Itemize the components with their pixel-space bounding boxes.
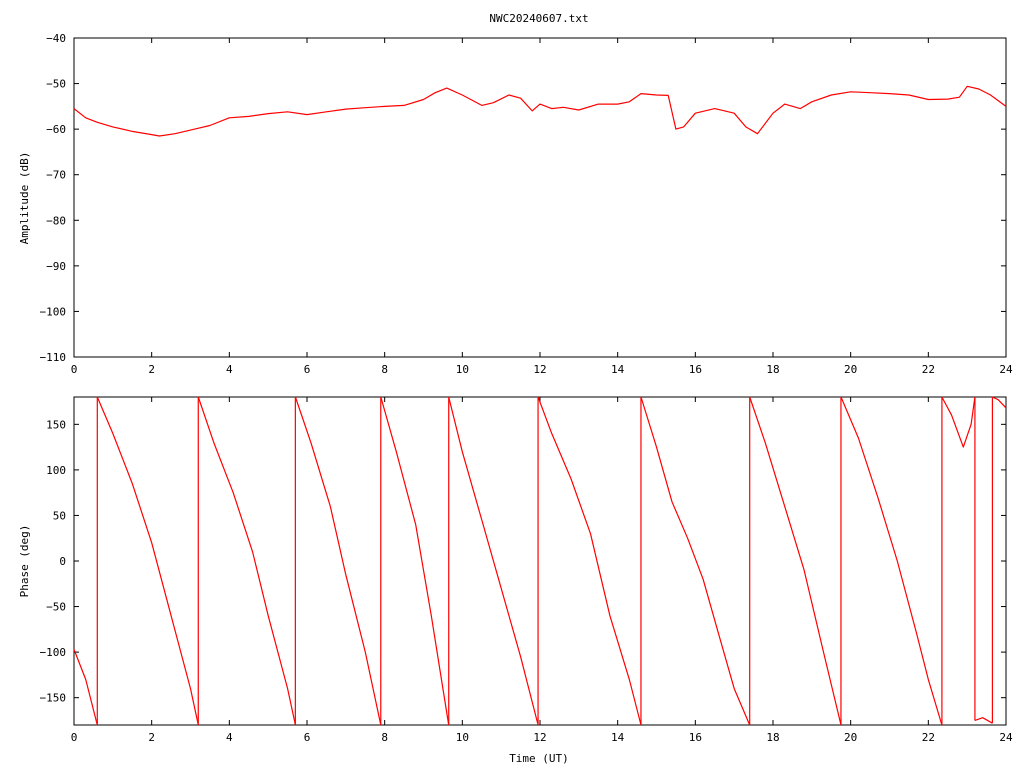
phase-x-tick-label: 8 [381,731,388,744]
phase-y-tick-label: 150 [46,418,66,431]
phase-plot-frame [73,396,1007,726]
amplitude-x-tick-label: 12 [533,363,546,376]
phase-y-tick-label: −50 [46,601,66,614]
amplitude-series-line [73,85,1007,137]
phase-x-tick-label: 18 [766,731,779,744]
amplitude-x-tick-label: 10 [456,363,469,376]
amplitude-x-tick-label: 24 [999,363,1013,376]
amplitude-y-tick-label: −110 [40,351,67,364]
phase-y-tick-label: −100 [40,646,67,659]
phase-x-tick-label: 16 [689,731,702,744]
phase-segment [448,396,539,726]
amplitude-y-tick-label: −60 [46,123,66,136]
phase-segment [197,396,296,726]
amplitude-y-tick-label: −70 [46,169,66,182]
phase-x-tick-label: 6 [304,731,311,744]
phase-segment [73,649,98,726]
amplitude-y-tick-label: −100 [40,305,67,318]
amplitude-panel: 0 2 4 6 8 10 12 14 16 18 20 22 24−40−50−60−70−80−90−… [18,32,1013,376]
phase-segment [640,396,751,726]
phase-x-tick-label: 14 [611,731,625,744]
phase-y-tick-label: 0 [59,555,66,568]
chart-title: NWC20240607.txt [489,12,588,25]
phase-segment [537,396,642,726]
amplitude-x-tick-label: 2 [148,363,155,376]
phase-y-axis-label: Phase (deg) [18,525,31,598]
phase-x-tick-label: 20 [844,731,857,744]
phase-x-tick-label: 22 [922,731,935,744]
amplitude-y-tick-label: −50 [46,78,66,91]
amplitude-y-axis-label: Amplitude (dB) [18,152,31,245]
phase-axes: 0 2 4 6 8 10 12 14 16 18 20 22 24150100500−50−100−15… [40,397,1013,744]
amplitude-x-tick-label: 6 [304,363,311,376]
phase-series-line [73,396,1007,726]
amplitude-x-tick-label: 4 [226,363,233,376]
amplitude-y-tick-label: −40 [46,32,66,45]
amplitude-x-tick-label: 0 [71,363,78,376]
amplitude-x-tick-label: 18 [766,363,779,376]
phase-x-tick-label: 10 [456,731,469,744]
phase-x-tick-label: 2 [148,731,155,744]
phase-segment [96,396,199,726]
amplitude-axes: 0 2 4 6 8 10 12 14 16 18 20 22 24−40−50−60−70−80−90−… [40,32,1013,376]
phase-segment [380,396,450,726]
phase-segment [992,396,1007,409]
amplitude-x-tick-label: 14 [611,363,625,376]
phase-segment [974,717,993,724]
x-axis-label: Time (UT) [509,752,569,765]
amplitude-x-tick-label: 22 [922,363,935,376]
amplitude-x-tick-label: 8 [381,363,388,376]
amplitude-x-tick-label: 16 [689,363,702,376]
phase-x-tick-label: 12 [533,731,546,744]
phase-x-tick-label: 4 [226,731,233,744]
phase-y-tick-label: 50 [53,509,66,522]
phase-segment [294,396,382,726]
phase-segment [749,396,842,726]
phase-x-tick-label: 24 [999,731,1013,744]
phase-segment [941,396,976,448]
phase-y-tick-label: −150 [40,692,67,705]
amplitude-x-tick-label: 20 [844,363,857,376]
phase-panel: 0 2 4 6 8 10 12 14 16 18 20 22 24150100500−50−100−15… [18,396,1013,765]
amplitude-y-tick-label: −80 [46,214,66,227]
phase-y-tick-label: 100 [46,464,66,477]
amplitude-y-tick-label: −90 [46,260,66,273]
amplitude-plot-frame [73,37,1007,358]
phase-segment [840,396,943,726]
phase-x-tick-label: 0 [71,731,78,744]
